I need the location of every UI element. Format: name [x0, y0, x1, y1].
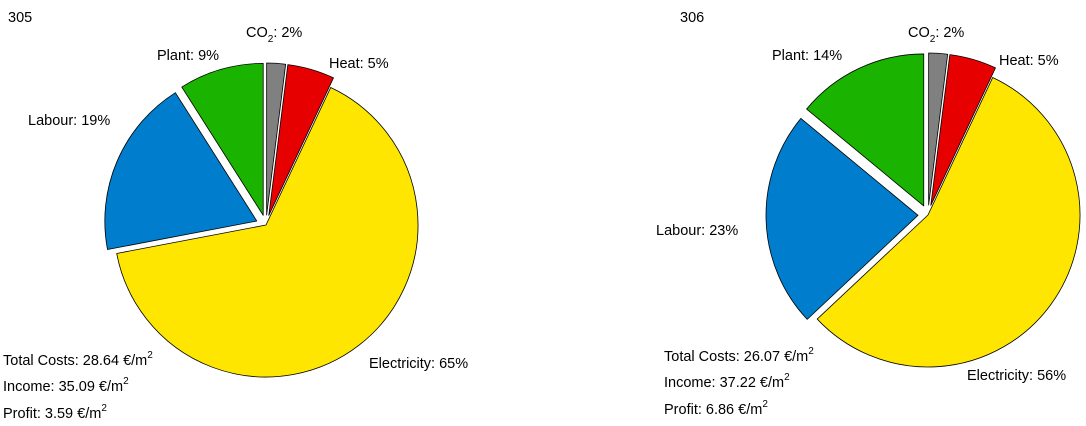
income-306: Income: 37.22 €/m2 — [664, 372, 790, 391]
slice-label-co2-306: CO2: 2% — [908, 25, 964, 45]
slice-label-electricity-306: Electricity: 56% — [967, 368, 1066, 384]
profit-306: Profit: 6.86 €/m2 — [664, 399, 768, 418]
profit-sup-306: 2 — [762, 399, 768, 410]
co2-subscript-305: 2 — [268, 34, 274, 45]
pie-slice-plant-306 — [806, 53, 925, 207]
profit-sup-305: 2 — [101, 403, 107, 414]
co2-subscript-306: 2 — [930, 34, 936, 45]
total-costs-305: Total Costs: 28.64 €/m2 — [3, 350, 153, 369]
co2-value-305: : 2% — [273, 25, 302, 41]
income-text-305: Income: 35.09 €/m — [3, 379, 123, 395]
total-costs-text-305: Total Costs: 28.64 €/m — [3, 353, 147, 369]
slice-label-plant-306: Plant: 14% — [772, 48, 842, 64]
chart-id-305: 305 — [8, 10, 32, 26]
pie-slice-co2-305 — [266, 62, 287, 216]
pie-chart-305: 305 CO2: 2% Heat: 5% Electricity: 65% La… — [3, 10, 468, 422]
slice-label-labour-306: Labour: 23% — [656, 223, 738, 239]
income-text-306: Income: 37.22 €/m — [664, 375, 784, 391]
slices-306 — [765, 52, 1081, 368]
slices-305 — [104, 62, 419, 378]
profit-text-305: Profit: 3.59 €/m — [3, 406, 101, 422]
slice-label-electricity-305: Electricity: 65% — [369, 356, 468, 372]
pie-slice-labour-306 — [765, 118, 919, 320]
chart-id-306: 306 — [680, 10, 704, 26]
income-sup-306: 2 — [784, 372, 790, 383]
pie-slice-electricity-305 — [116, 87, 419, 378]
pie-slice-labour-305 — [104, 92, 258, 250]
profit-text-306: Profit: 6.86 €/m — [664, 402, 762, 418]
total-costs-sup-305: 2 — [147, 350, 153, 361]
income-305: Income: 35.09 €/m2 — [3, 376, 129, 395]
total-costs-sup-306: 2 — [808, 346, 814, 357]
pie-chart-306: 306 CO2: 2% Heat: 5% Electricity: 56% La… — [656, 10, 1081, 418]
slice-label-heat-305: Heat: 5% — [329, 56, 389, 72]
slice-label-labour-305: Labour: 19% — [28, 113, 110, 129]
co2-prefix-306: CO — [908, 25, 930, 41]
profit-305: Profit: 3.59 €/m2 — [3, 403, 107, 422]
co2-prefix-305: CO — [246, 25, 268, 41]
total-costs-text-306: Total Costs: 26.07 €/m — [664, 349, 808, 365]
total-costs-306: Total Costs: 26.07 €/m2 — [664, 346, 814, 365]
income-sup-305: 2 — [123, 376, 129, 387]
slice-label-co2-305: CO2: 2% — [246, 25, 302, 45]
pie-slice-electricity-306 — [816, 77, 1081, 368]
pie-slice-plant-305 — [181, 62, 264, 216]
slice-label-heat-306: Heat: 5% — [999, 53, 1059, 69]
pie-slice-co2-306 — [928, 52, 949, 206]
co2-value-306: : 2% — [935, 25, 964, 41]
pie-slice-heat-306 — [930, 54, 996, 206]
pie-slice-heat-305 — [268, 64, 334, 216]
slice-label-plant-305: Plant: 9% — [157, 48, 219, 64]
